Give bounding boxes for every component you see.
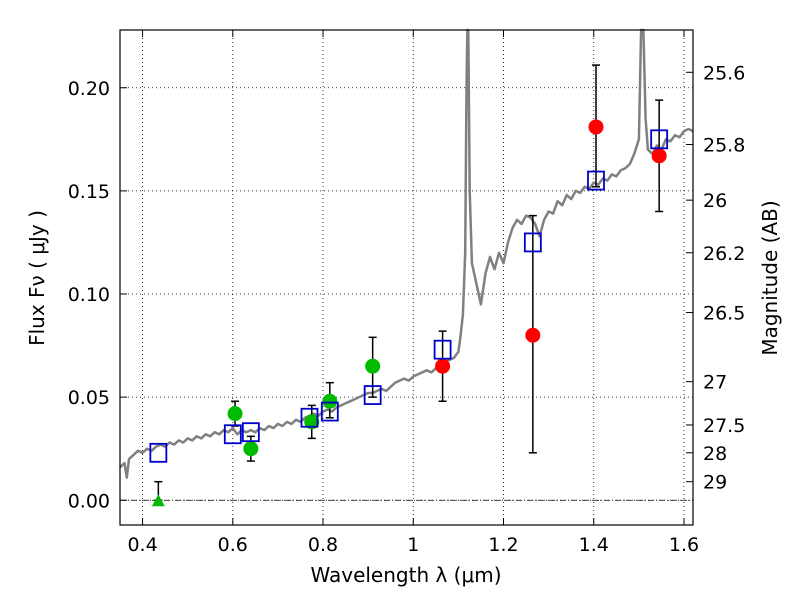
square-marker bbox=[241, 422, 260, 443]
square-marker bbox=[650, 129, 669, 150]
right-tick-label: 26.2 bbox=[703, 243, 745, 265]
circle-marker bbox=[651, 148, 667, 164]
square-marker bbox=[300, 407, 319, 428]
x-axis-label: Wavelength λ (μm) bbox=[310, 563, 501, 587]
x-tick-label: 1.2 bbox=[488, 534, 518, 556]
y-tick-labels: 0.00 0.05 0.10 0.15 0.20 bbox=[68, 78, 110, 513]
circle-marker bbox=[304, 414, 320, 430]
circle-marker bbox=[243, 441, 259, 457]
right-tick-label: 28 bbox=[703, 443, 727, 465]
triangle-marker bbox=[151, 494, 165, 507]
right-tick-label: 27 bbox=[703, 372, 727, 394]
y-tick-label: 0.10 bbox=[68, 284, 110, 306]
y-tick-label: 0.00 bbox=[68, 490, 110, 512]
y-axis-label: Flux Fν ( μJy ) bbox=[25, 210, 49, 346]
right-axis-label: Magnitude (AB) bbox=[758, 200, 782, 355]
right-tick-labels: 25.6 25.8 26 26.2 26.5 27 27.5 28 29 bbox=[703, 62, 745, 493]
axis-ticks bbox=[120, 30, 693, 525]
x-tick-label: 1 bbox=[407, 534, 419, 556]
x-tick-label: 0.4 bbox=[127, 534, 157, 556]
square-marker bbox=[223, 424, 242, 445]
y-tick-label: 0.20 bbox=[68, 78, 110, 100]
circle-marker bbox=[588, 119, 604, 135]
x-tick-label: 0.6 bbox=[218, 534, 248, 556]
x-tick-labels: 0.4 0.6 0.8 1 1.2 1.4 1.6 bbox=[127, 534, 699, 556]
plot-frame bbox=[119, 29, 694, 526]
right-tick-label: 26.5 bbox=[703, 303, 745, 325]
square-marker bbox=[523, 232, 542, 253]
square-marker bbox=[363, 385, 382, 405]
x-tick-label: 1.4 bbox=[579, 534, 609, 556]
square-marker bbox=[433, 339, 452, 360]
x-tick-label: 0.8 bbox=[308, 534, 338, 556]
square-marker bbox=[149, 442, 168, 463]
spectrum-line bbox=[119, 28, 694, 479]
square-marker bbox=[320, 401, 339, 422]
circle-marker bbox=[525, 327, 541, 343]
circle-marker bbox=[322, 393, 338, 409]
x-tick-label: 1.6 bbox=[669, 534, 699, 556]
circle-marker bbox=[435, 358, 451, 374]
right-tick-label: 25.6 bbox=[703, 62, 745, 84]
square-marker bbox=[587, 170, 605, 191]
circle-marker bbox=[365, 358, 381, 374]
right-tick-label: 27.5 bbox=[703, 415, 745, 437]
y-tick-label: 0.15 bbox=[68, 181, 110, 203]
circle-marker bbox=[227, 406, 243, 422]
right-tick-label: 29 bbox=[703, 472, 727, 494]
model-spectrum bbox=[119, 28, 694, 479]
y-tick-label: 0.05 bbox=[68, 387, 110, 409]
data-markers bbox=[149, 119, 669, 507]
right-tick-label: 26 bbox=[703, 190, 727, 212]
right-tick-label: 25.8 bbox=[703, 134, 745, 156]
